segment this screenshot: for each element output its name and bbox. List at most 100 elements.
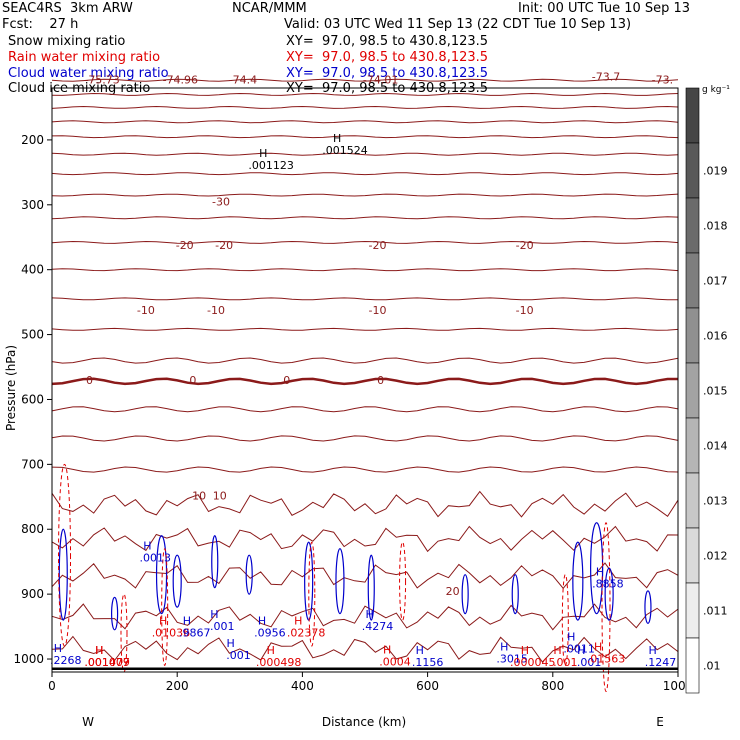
- y-tick-label: 500: [21, 328, 44, 342]
- colorbar-swatch: [685, 527, 700, 584]
- max-marker-h: H: [210, 608, 218, 621]
- rain-water-contour: [58, 463, 72, 647]
- colorbar-swatch: [685, 142, 700, 199]
- maximum-value-label: .001: [210, 620, 235, 633]
- isotherm-line: [51, 562, 679, 590]
- cloud-water-contour: [461, 574, 469, 615]
- x-tick-label: 800: [541, 679, 564, 693]
- isotherm-line: [51, 92, 679, 96]
- isotherm-line: [51, 377, 678, 386]
- maximum-value-label: .001009: [84, 656, 130, 669]
- maximum-value-label: .001: [553, 656, 578, 669]
- y-tick-label: 800: [21, 522, 44, 536]
- max-marker-h: H: [267, 644, 275, 657]
- colorbar-tick-label: .017: [703, 275, 728, 288]
- y-axis-label: Pressure (hPa): [4, 345, 18, 431]
- colorbar-swatch: [685, 362, 700, 419]
- max-marker-h: H: [259, 147, 267, 160]
- forecast-hour: Fcst: 27 h: [2, 17, 79, 32]
- y-tick-label: 600: [21, 392, 44, 406]
- rain-water-contour: [120, 593, 128, 673]
- x-tick-label: 0: [48, 679, 56, 693]
- colorbar-swatch: [685, 252, 700, 309]
- colorbar-unit: g kg⁻¹: [702, 85, 730, 95]
- isotherm-line: [51, 435, 679, 442]
- colorbar-swatch: [685, 87, 700, 144]
- max-marker-h: H: [596, 566, 604, 579]
- rain-water-contour: [561, 574, 569, 667]
- max-marker-h: H: [521, 644, 529, 657]
- maximum-value-label: .02378: [287, 626, 326, 639]
- max-marker-h: H: [183, 614, 191, 627]
- maximum-value-label: .8858: [592, 578, 624, 591]
- temperature-contour-label: -10: [369, 304, 387, 317]
- cloud-water-contour: [604, 567, 614, 621]
- cloud-water-contour: [172, 554, 182, 608]
- field-xy-snow: XY= 97.0, 98.5 to 430.8,123.5: [286, 34, 489, 49]
- isotherm-line: [51, 240, 679, 244]
- max-marker-h: H: [366, 608, 374, 621]
- y-tick-label: 400: [21, 263, 44, 277]
- y-tick-label: 700: [21, 457, 44, 471]
- max-marker-h: H: [54, 642, 62, 655]
- colorbar-tick-label: .011: [703, 605, 728, 618]
- colorbar-tick-label: .016: [703, 330, 728, 343]
- max-marker-h: H: [143, 540, 151, 553]
- isotherm-line: [51, 152, 679, 156]
- maximum-value-label: .0013: [140, 552, 172, 565]
- valid-time: Valid: 03 UTC Wed 11 Sep 13 (22 CDT Tue …: [284, 17, 632, 32]
- field-xy-rain: XY= 97.0, 98.5 to 430.8,123.5: [286, 50, 489, 65]
- maximum-value-label: .0011: [563, 643, 595, 656]
- rain-water-contour: [161, 548, 169, 667]
- temperature-contour-label: -73.7: [592, 70, 620, 83]
- colorbar-swatch: [685, 637, 700, 694]
- max-marker-h: H: [294, 614, 302, 627]
- temperature-contour-label: -74.01: [363, 74, 398, 87]
- temperature-contour-label: -10: [516, 304, 534, 317]
- east-end-label: E: [656, 715, 664, 729]
- maximum-value-label: .0956: [254, 626, 286, 639]
- y-tick-label: 200: [21, 133, 44, 147]
- temperature-contour-label: 10: [192, 490, 206, 503]
- isotherm-line: [51, 120, 679, 124]
- y-tick-label: 300: [21, 198, 44, 212]
- colorbar-tick-label: .012: [703, 550, 728, 563]
- isotherm-line: [51, 216, 679, 220]
- maximum-value-label: .001: [226, 649, 251, 662]
- isotherm-line: [51, 78, 679, 82]
- init-time: Init: 00 UTC Tue 10 Sep 13: [518, 1, 691, 16]
- isotherm-line: [51, 135, 679, 139]
- isotherm-line: [51, 105, 679, 109]
- temperature-contour-label: 20: [446, 585, 460, 598]
- maximum-value-label: .1247: [645, 656, 677, 669]
- temperature-contour-label: -74.96: [163, 74, 198, 87]
- maximum-value-label: .001477: [84, 656, 130, 669]
- center-label: NCAR/MMM: [232, 1, 307, 16]
- temperature-contour-label: -20: [369, 239, 387, 252]
- field-xy-cloud-water: XY= 97.0, 98.5 to 430.8,123.5: [286, 66, 489, 81]
- cloud-water-contour: [211, 535, 219, 589]
- x-tick-label: 1000: [663, 679, 694, 693]
- maximum-value-label: .000498: [256, 656, 302, 669]
- temperature-contour-label: 0: [189, 374, 196, 387]
- colorbar-swatch: [685, 197, 700, 254]
- max-marker-h: H: [95, 644, 103, 657]
- colorbar-tick-label: .015: [703, 385, 728, 398]
- temperature-contour-label: -73.: [652, 74, 673, 87]
- cloud-mixing-ratio-contours: [58, 463, 652, 692]
- rain-water-contour: [308, 541, 316, 647]
- max-marker-h: H: [159, 614, 167, 627]
- max-marker-h: H: [416, 644, 424, 657]
- temperature-contour-label: 0: [283, 374, 290, 387]
- colorbar-swatch: [685, 582, 700, 639]
- colorbar-swatch: [685, 472, 700, 529]
- maximum-value-label: .2268: [50, 654, 82, 667]
- temperature-contour-label: -20: [176, 239, 194, 252]
- temperature-contour-lines: [51, 78, 679, 663]
- colorbar-swatch: [685, 417, 700, 474]
- cloud-water-contour: [155, 535, 168, 615]
- cloud-water-contour: [644, 590, 652, 624]
- max-marker-h: H: [648, 644, 656, 657]
- isotherm-line: [51, 525, 679, 553]
- temperature-contour-label: 0: [377, 374, 384, 387]
